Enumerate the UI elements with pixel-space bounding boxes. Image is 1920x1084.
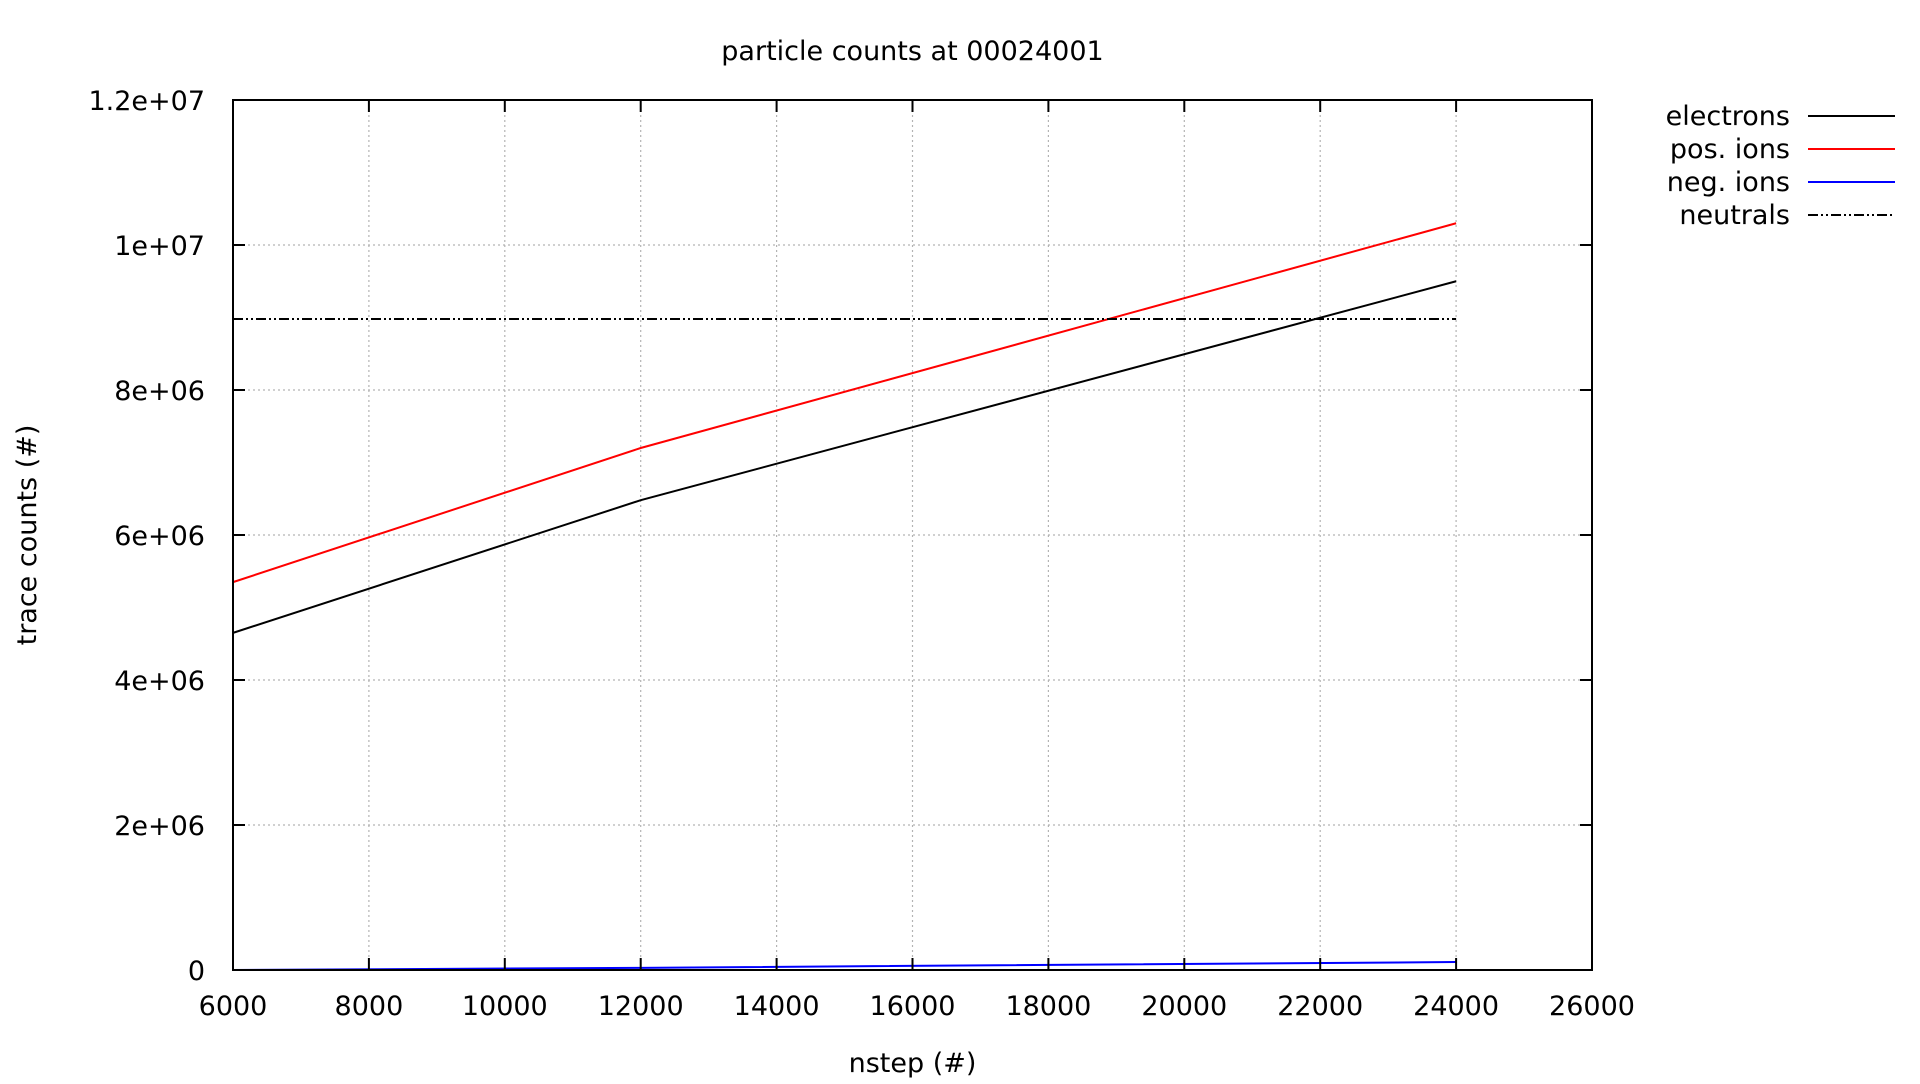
x-tick-label: 10000 [462, 991, 548, 1022]
x-tick-label: 22000 [1277, 991, 1363, 1022]
y-tick-label: 4e+06 [114, 666, 205, 697]
x-tick-label: 26000 [1549, 991, 1635, 1022]
axis-ticks: 6000 8000 10000 12000 14000 16000 18000 20000 22… [88, 86, 1634, 1022]
x-tick-label: 12000 [598, 991, 684, 1022]
series-line-neg-ions [232, 961, 1457, 971]
chart-title: particle counts at 00024001 [721, 36, 1103, 67]
y-tick-label: 1e+07 [114, 231, 205, 262]
x-tick-label: 24000 [1413, 991, 1499, 1022]
legend-label: neg. ions [1667, 167, 1790, 198]
x-tick-label: 20000 [1141, 991, 1227, 1022]
x-tick-label: 8000 [335, 991, 404, 1022]
y-tick-label: 8e+06 [114, 376, 205, 407]
grid [233, 100, 1592, 970]
series-line-electrons [232, 280, 1457, 634]
series-line-pos-ions [232, 222, 1457, 584]
x-axis-title: nstep (#) [849, 1048, 977, 1079]
x-tick-label: 14000 [734, 991, 820, 1022]
y-tick-label: 6e+06 [114, 521, 205, 552]
x-tick-label: 18000 [1005, 991, 1091, 1022]
y-tick-label: 2e+06 [114, 811, 205, 842]
x-tick-label: 16000 [870, 991, 956, 1022]
series-lines [232, 222, 1457, 971]
y-axis-title: trace counts (#) [12, 425, 43, 646]
y-tick-label: 1.2e+07 [88, 86, 205, 117]
legend-label: neutrals [1679, 200, 1790, 231]
y-tick-label: 0 [188, 956, 205, 987]
legend-label: electrons [1666, 101, 1790, 132]
legend-label: pos. ions [1670, 134, 1790, 165]
x-tick-label: 6000 [199, 991, 268, 1022]
